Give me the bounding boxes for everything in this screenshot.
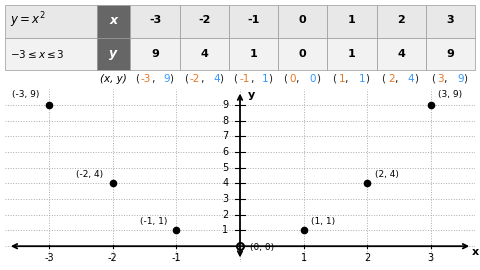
Text: 2: 2 (222, 210, 228, 220)
Text: $-3 \leq x \leq 3$: $-3 \leq x \leq 3$ (10, 48, 64, 60)
Text: -2: -2 (108, 253, 118, 263)
Text: 1: 1 (300, 253, 307, 263)
Text: 3: 3 (428, 253, 434, 263)
Text: 3: 3 (222, 194, 228, 204)
Text: -1: -1 (239, 74, 250, 84)
Bar (96, 5, 131, 38)
Text: (-1, 1): (-1, 1) (140, 217, 167, 226)
Text: 6: 6 (222, 147, 228, 157)
Bar (327, 38, 377, 70)
Text: 0: 0 (310, 74, 316, 84)
Text: 1: 1 (222, 225, 228, 235)
Text: (1, 1): (1, 1) (311, 217, 336, 226)
Text: 9: 9 (446, 49, 455, 59)
Text: -3: -3 (45, 253, 54, 263)
Text: (: ( (283, 74, 287, 84)
Text: 0: 0 (299, 49, 307, 59)
Text: 7: 7 (222, 131, 228, 141)
Text: (: ( (332, 74, 336, 84)
Text: 0: 0 (289, 74, 296, 84)
Bar (96, 38, 131, 70)
Text: -1: -1 (247, 15, 260, 25)
Bar (327, 5, 377, 38)
Text: ,: , (444, 74, 451, 84)
Text: (: ( (431, 74, 435, 84)
Text: x: x (472, 247, 479, 257)
Text: y: y (248, 90, 255, 100)
Text: 1: 1 (250, 49, 257, 59)
Bar (229, 5, 278, 38)
Text: -2: -2 (190, 74, 200, 84)
Text: (: ( (184, 74, 188, 84)
Text: 4: 4 (397, 49, 405, 59)
Text: (0, 0): (0, 0) (250, 244, 274, 252)
Text: ,: , (395, 74, 401, 84)
Text: 9: 9 (457, 74, 464, 84)
Text: 1: 1 (339, 74, 346, 84)
Text: ): ) (268, 74, 272, 84)
Text: (x, y): (x, y) (100, 74, 127, 84)
Bar (229, 38, 278, 70)
Text: 9: 9 (164, 74, 170, 84)
Bar (377, 38, 426, 70)
Text: 1: 1 (262, 74, 269, 84)
Text: ,: , (152, 74, 159, 84)
Bar (377, 5, 426, 38)
Text: ,: , (202, 74, 208, 84)
Text: ): ) (464, 74, 468, 84)
Bar (426, 5, 475, 38)
Text: 2: 2 (397, 15, 405, 25)
Text: ): ) (219, 74, 223, 84)
Text: (2, 4): (2, 4) (375, 170, 398, 179)
Bar (131, 38, 180, 70)
Text: ): ) (414, 74, 419, 84)
Text: 4: 4 (200, 49, 208, 59)
Text: (: ( (382, 74, 385, 84)
Text: 9: 9 (222, 100, 228, 110)
Text: $y = x^2$: $y = x^2$ (10, 11, 45, 30)
Text: -2: -2 (198, 15, 210, 25)
Text: 1: 1 (348, 49, 356, 59)
Bar (278, 38, 327, 70)
Text: ,: , (251, 74, 257, 84)
Bar (180, 38, 229, 70)
Bar (131, 5, 180, 38)
Text: (-3, 9): (-3, 9) (12, 90, 40, 99)
Bar (5, 38, 96, 70)
Text: ): ) (169, 74, 173, 84)
Bar (426, 38, 475, 70)
Text: 8: 8 (222, 116, 228, 126)
Text: -1: -1 (172, 253, 181, 263)
Text: (: ( (135, 74, 139, 84)
Text: (-2, 4): (-2, 4) (76, 170, 103, 179)
Text: (: ( (233, 74, 237, 84)
Text: -3: -3 (149, 15, 161, 25)
Text: ): ) (365, 74, 369, 84)
Text: 2: 2 (388, 74, 395, 84)
Text: 3: 3 (447, 15, 455, 25)
Text: ): ) (316, 74, 320, 84)
Text: y: y (109, 48, 118, 60)
Text: 1: 1 (348, 15, 356, 25)
Text: 3: 3 (437, 74, 444, 84)
Bar (278, 5, 327, 38)
Text: x: x (109, 14, 118, 27)
Text: ,: , (346, 74, 352, 84)
Text: (3, 9): (3, 9) (438, 90, 462, 99)
Text: 4: 4 (408, 74, 415, 84)
Bar (5, 5, 96, 38)
Text: -3: -3 (141, 74, 151, 84)
Text: 4: 4 (222, 178, 228, 188)
Text: 1: 1 (359, 74, 365, 84)
Text: 5: 5 (222, 163, 228, 173)
Bar (180, 5, 229, 38)
Text: 4: 4 (213, 74, 220, 84)
Text: ,: , (296, 74, 303, 84)
Text: 9: 9 (151, 49, 159, 59)
Text: 2: 2 (364, 253, 370, 263)
Text: 0: 0 (299, 15, 307, 25)
